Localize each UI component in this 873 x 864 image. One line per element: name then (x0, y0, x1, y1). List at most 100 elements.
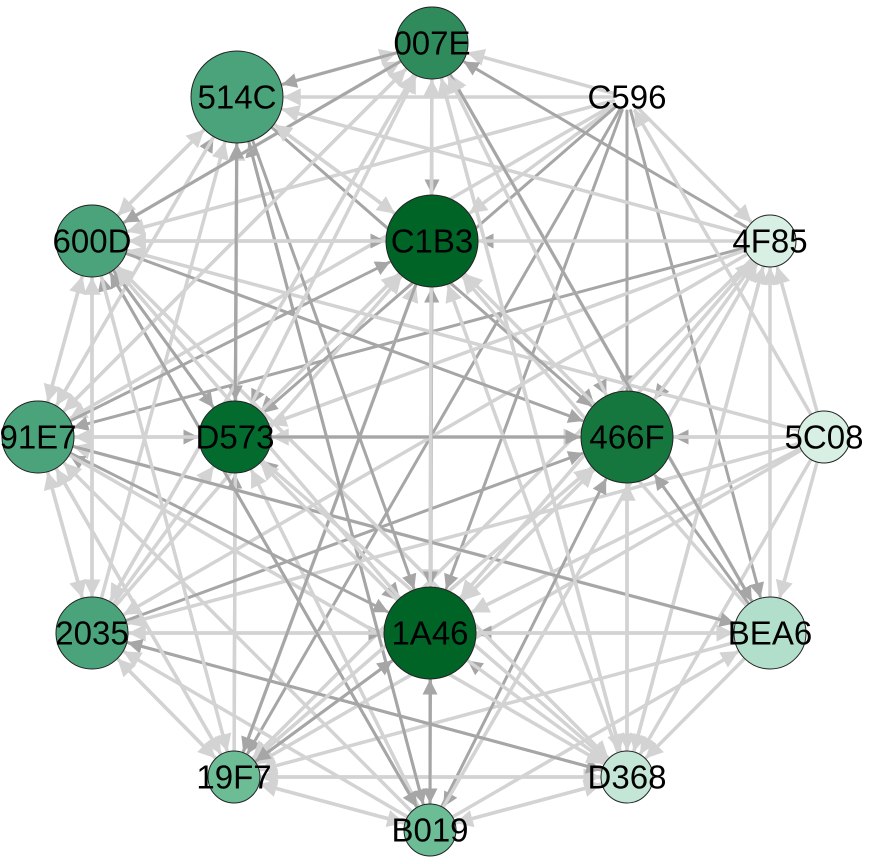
edge-466F-to-4F85 (652, 261, 756, 402)
node-circle-466F (580, 390, 674, 484)
node-circle-D573 (198, 400, 272, 474)
edge-B019-to-2035 (123, 650, 410, 819)
node-label-2035: 2035 (55, 615, 128, 652)
edge-2035-to-514C (99, 141, 229, 600)
node-circle-D368 (600, 750, 654, 804)
edge-BEA6-to-D368 (644, 656, 747, 759)
edge-C596-to-19F7 (246, 107, 622, 755)
node-circle-5C08 (797, 410, 851, 464)
node-circle-2035 (55, 596, 129, 670)
edge-600D-to-466F (124, 251, 584, 423)
edge-1A46-to-466F (460, 469, 595, 603)
edge-91E7-to-D368 (67, 453, 605, 765)
edge-5C08-to-19F7 (256, 448, 804, 765)
node-circle-4F85 (743, 214, 797, 268)
node-label-1A46: 1A46 (391, 615, 468, 652)
node-1A46: 1A46 (383, 586, 477, 680)
node-5C08: 5C08 (785, 410, 864, 464)
edge-600D-to-D368 (115, 264, 609, 759)
edge-B019-to-4F85 (441, 263, 758, 810)
edge-BEA6-to-466F (653, 474, 751, 606)
edge-514C-to-600D (117, 127, 207, 216)
node-91E7: 91E7 (0, 400, 77, 474)
edge-B019-to-466F (440, 478, 607, 809)
edge-5C08-to-C596 (633, 109, 813, 417)
edge-2035-to-D573 (111, 465, 215, 606)
edge-4F85-to-2035 (123, 252, 750, 616)
edge-19F7-to-B019 (257, 782, 405, 828)
node-label-466F: 466F (589, 419, 664, 456)
edge-C596-to-C1B3 (468, 103, 618, 215)
node-circle-B019 (403, 803, 457, 857)
edge-4F85-to-19F7 (252, 257, 754, 759)
edge-4F85-to-007E (463, 60, 750, 230)
edge-layer (43, 48, 819, 828)
node-circle-91E7 (1, 400, 75, 474)
edge-D573-to-007E (249, 75, 417, 407)
node-600D: 600D (53, 204, 132, 278)
edge-91E7-to-1A46 (68, 451, 389, 614)
edge-007E-to-2035 (109, 72, 416, 602)
node-B019: B019 (391, 803, 469, 857)
node-label-D368: D368 (588, 759, 667, 796)
node-label-5C08: 5C08 (785, 419, 864, 456)
node-circle-007E (395, 6, 469, 80)
node-466F: 466F (580, 390, 674, 484)
edge-466F-to-007E (447, 75, 609, 398)
node-circle-BEA6 (733, 596, 807, 670)
edge-4F85-to-514C (281, 105, 747, 236)
node-C1B3: C1B3 (385, 194, 479, 288)
node-circle-19F7 (207, 750, 261, 804)
edge-2035-to-19F7 (115, 656, 217, 759)
node-label-C1B3: C1B3 (391, 223, 474, 260)
edge-D573-to-600D (112, 270, 216, 410)
edge-1A46-to-007E (423, 79, 441, 589)
edge-514C-to-B019 (247, 139, 427, 805)
edge-4F85-to-91E7 (73, 246, 747, 431)
node-label-BEA6: BEA6 (728, 615, 812, 652)
node-circle-514C (190, 50, 284, 144)
edge-5C08-to-4F85 (773, 266, 819, 414)
node-layer: 007E 514C C596 600D C1B3 4F85 91E7 D573 466F 5C08… (0, 6, 864, 857)
edge-600D-to-B019 (108, 270, 418, 808)
node-label-C596: C596 (588, 79, 667, 116)
edge-91E7-to-C1B3 (68, 260, 391, 423)
edge-007E-to-514C (281, 51, 399, 88)
edge-5C08-to-2035 (126, 441, 801, 628)
node-label-D573: D573 (196, 419, 275, 456)
edge-466F-to-C1B3 (464, 273, 597, 407)
edge-C596-to-1A46 (444, 108, 624, 590)
edge-D573-to-C1B3 (258, 273, 400, 414)
edge-5C08-to-1A46 (471, 446, 803, 614)
edge-1A46-to-D368 (465, 658, 607, 763)
edge-C596-to-007E (466, 48, 616, 96)
node-circle-600D (55, 204, 129, 278)
node-D573: D573 (196, 400, 275, 474)
node-C596: C596 (588, 79, 667, 116)
edge-600D-to-19F7 (99, 274, 232, 752)
node-514C: 514C (190, 50, 284, 144)
edge-007E-to-600D (123, 59, 403, 224)
node-label-600D: 600D (53, 223, 132, 260)
edge-007E-to-BEA6 (448, 72, 753, 602)
edge-1A46-to-19F7 (255, 658, 395, 762)
node-label-B019: B019 (391, 812, 468, 849)
node-007E: 007E (393, 6, 471, 80)
edge-5C08-to-600D (126, 246, 801, 433)
node-2035: 2035 (55, 596, 129, 670)
edge-514C-to-91E7 (55, 134, 216, 406)
node-label-19F7: 19F7 (196, 759, 271, 796)
node-label-514C: 514C (198, 79, 277, 116)
node-label-91E7: 91E7 (0, 419, 77, 456)
edge-C596-to-4F85 (635, 105, 753, 223)
edge-91E7-to-19F7 (54, 466, 222, 755)
node-label-4F85: 4F85 (732, 223, 807, 260)
edge-B019-to-D368 (453, 779, 602, 825)
node-circle-C1B3 (385, 194, 479, 288)
edge-B019-to-BEA6 (450, 650, 739, 819)
node-4F85: 4F85 (732, 214, 808, 268)
node-19F7: 19F7 (196, 750, 272, 804)
edge-600D-to-91E7 (43, 273, 85, 403)
edge-514C-to-1A46 (251, 138, 417, 590)
